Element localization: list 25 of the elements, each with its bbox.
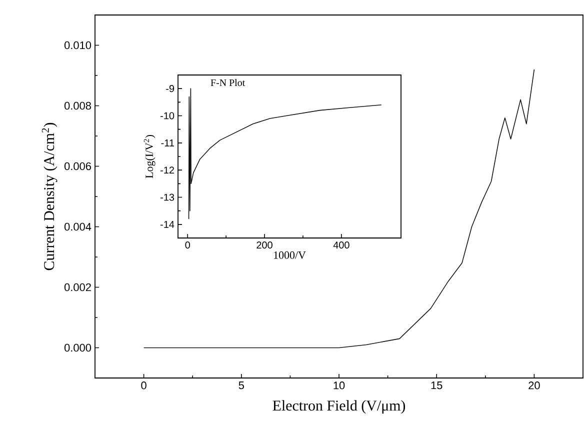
y-tick-label: 0.010 bbox=[64, 41, 92, 50]
x-tick-label: 15 bbox=[431, 382, 442, 390]
x-tick-label: 200 bbox=[256, 242, 272, 249]
y-axis-title: Current Density (A/cm$^{2}$) bbox=[42, 122, 58, 270]
x-tick-label: 10 bbox=[334, 382, 345, 390]
y-tick-label: 0.002 bbox=[64, 283, 91, 292]
x-axis-title: Electron Field (V/μm) bbox=[272, 400, 406, 414]
x-tick-label: 0 bbox=[185, 242, 190, 249]
y-tick-label: -10 bbox=[160, 112, 174, 120]
y-tick-label: -11 bbox=[161, 139, 174, 146]
y-tick-label: -9 bbox=[166, 85, 174, 92]
y-axis-title: Log(I/V$^{2}$) bbox=[144, 135, 156, 178]
x-tick-label: 400 bbox=[333, 242, 350, 249]
y-tick-label: 0.008 bbox=[64, 102, 91, 110]
y-tick-label: 0.004 bbox=[64, 222, 92, 231]
x-tick-label: 20 bbox=[528, 382, 540, 390]
y-tick-label: -14 bbox=[160, 220, 174, 228]
x-tick-label: 0 bbox=[141, 382, 146, 390]
y-tick-label: 0.000 bbox=[64, 344, 92, 352]
y-tick-label: -13 bbox=[160, 194, 174, 201]
y-tick-label: -12 bbox=[160, 166, 174, 174]
y-tick-label: 0.006 bbox=[64, 162, 91, 170]
chart-title: F-N Plot bbox=[210, 79, 246, 86]
x-tick-label: 5 bbox=[238, 382, 244, 390]
x-axis-title: 1000/V bbox=[274, 251, 306, 259]
